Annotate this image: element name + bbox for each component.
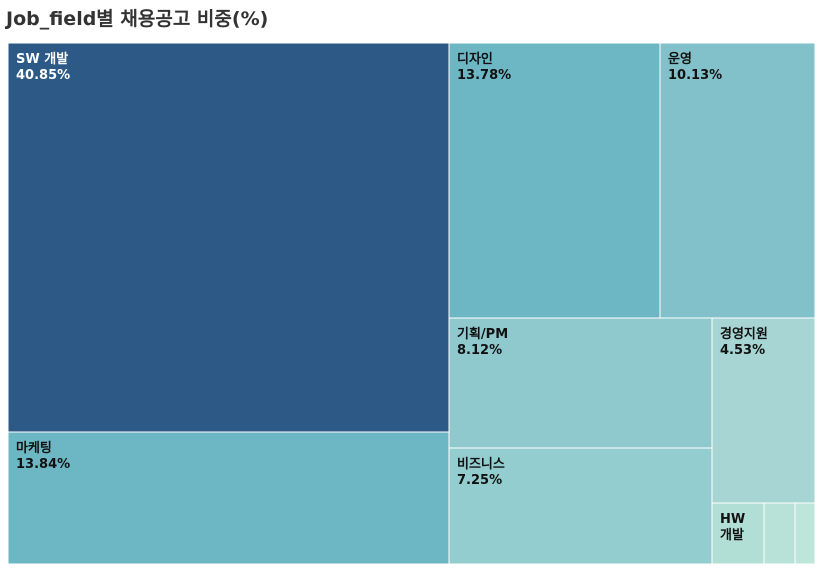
tile-label: 개발 [720, 527, 744, 543]
treemap-tile [794, 502, 816, 565]
treemap-tile [448, 42, 661, 319]
tile-value-label: 4.53% [720, 343, 765, 358]
tile-value-label: 8.12% [457, 343, 502, 358]
treemap-tile [448, 447, 713, 565]
tile-value-label: 13.78% [457, 68, 511, 83]
chart-title: Job_field별 채용공고 비중(%) [6, 8, 269, 30]
treemap-tile [659, 42, 816, 319]
treemap-tile [7, 42, 450, 433]
tile-label: 마케팅 [16, 440, 52, 456]
tile-label: 디자인 [457, 51, 493, 67]
tile-label: HW [720, 512, 745, 527]
treemap-tile [711, 317, 816, 504]
tile-label: 비즈니스 [457, 457, 505, 472]
tile-value-label: 13.84% [16, 457, 70, 472]
treemap-tile [763, 502, 796, 565]
tile-value-label: 40.85% [16, 68, 70, 83]
tile-label: SW 개발 [16, 51, 68, 67]
tile-value-label: 10.13% [668, 68, 722, 83]
treemap-tile [7, 431, 450, 565]
tile-label: 운영 [668, 52, 692, 67]
tile-label: 경영지원 [720, 326, 768, 342]
tile-value-label: 7.25% [457, 473, 502, 488]
tile-label: 기획/PM [457, 326, 508, 342]
